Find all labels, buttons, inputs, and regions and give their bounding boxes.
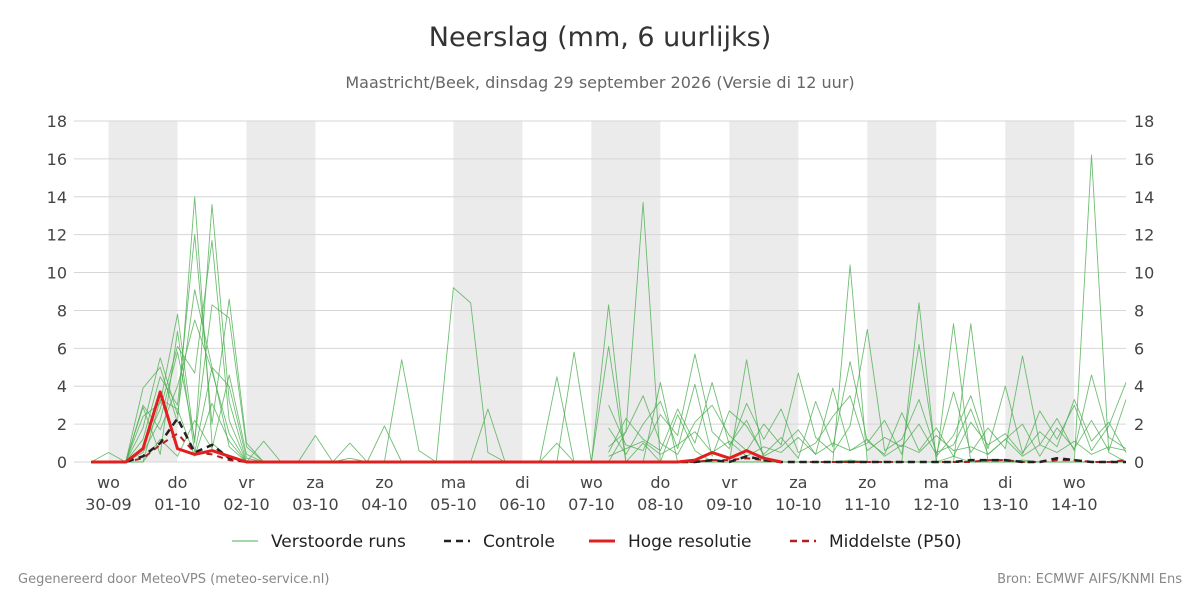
y-tick-label-right: 16 — [1134, 150, 1154, 169]
x-tick-date: 09-10 — [706, 495, 753, 514]
footer-credit: Gegenereerd door MeteoVPS (meteo-service… — [18, 572, 330, 587]
x-tick-day: wo — [97, 473, 120, 492]
day-shade — [1005, 121, 1075, 462]
x-tick-day: zo — [858, 473, 876, 492]
ensemble-member-line — [608, 361, 1127, 459]
y-tick-label-left: 14 — [47, 188, 67, 207]
x-tick-date: 06-10 — [499, 495, 546, 514]
x-tick-date: 11-10 — [844, 495, 891, 514]
day-shade — [246, 121, 316, 462]
x-tick-date: 10-10 — [775, 495, 822, 514]
x-tick-day: zo — [375, 473, 393, 492]
y-tick-label-right: 6 — [1134, 339, 1144, 358]
x-tick-day: vr — [721, 473, 737, 492]
y-tick-label-left: 0 — [57, 453, 67, 472]
x-tick-date: 02-10 — [223, 495, 270, 514]
y-tick-label-right: 2 — [1134, 415, 1144, 434]
y-tick-label-right: 10 — [1134, 264, 1154, 283]
day-shade — [729, 121, 799, 462]
y-tick-label-left: 16 — [47, 150, 67, 169]
chart-subtitle: Maastricht/Beek, dinsdag 29 september 20… — [345, 73, 855, 92]
day-shade — [591, 121, 661, 462]
x-tick-day: ma — [441, 473, 466, 492]
y-tick-label-left: 12 — [47, 226, 67, 245]
x-tick-date: 04-10 — [361, 495, 408, 514]
axes: 0 0 2 2 4 4 6 6 8 8 10 10 12 12 14 14 16 16 18 18 wo 30-09 do 0… — [47, 112, 1155, 514]
x-tick-date: 13-10 — [982, 495, 1029, 514]
x-tick-date: 12-10 — [913, 495, 960, 514]
y-tick-label-right: 14 — [1134, 188, 1154, 207]
y-tick-label-left: 8 — [57, 301, 67, 320]
x-tick-date: 01-10 — [154, 495, 201, 514]
x-tick-date: 14-10 — [1051, 495, 1098, 514]
x-tick-day: wo — [1063, 473, 1086, 492]
y-tick-label-right: 12 — [1134, 226, 1154, 245]
series-line-hoge-resolutie — [91, 390, 782, 464]
legend-label: Verstoorde runs — [271, 532, 406, 552]
x-tick-day: do — [167, 473, 187, 492]
x-tick-date: 30-09 — [85, 495, 132, 514]
x-tick-day: ma — [924, 473, 949, 492]
footer-source: Bron: ECMWF AIFS/KNMI Ens — [997, 572, 1182, 587]
weekday-shading — [108, 121, 1075, 462]
y-tick-label-left: 4 — [57, 377, 67, 396]
y-tick-label-right: 18 — [1134, 112, 1154, 131]
y-tick-label-right: 8 — [1134, 301, 1144, 320]
legend-label: Middelste (P50) — [829, 532, 962, 552]
ensemble-member-line — [608, 431, 1127, 457]
x-tick-day: za — [789, 473, 807, 492]
x-tick-day: di — [998, 473, 1013, 492]
y-tick-label-right: 0 — [1134, 453, 1144, 472]
y-tick-label-left: 18 — [47, 112, 67, 131]
x-tick-day: wo — [580, 473, 603, 492]
day-shade — [453, 121, 523, 462]
x-tick-date: 03-10 — [292, 495, 339, 514]
y-tick-label-left: 2 — [57, 415, 67, 434]
series-lines — [90, 154, 1127, 464]
ensemble-member-line — [608, 344, 1127, 457]
x-tick-day: di — [515, 473, 530, 492]
y-tick-label-left: 6 — [57, 339, 67, 358]
y-tick-label-right: 4 — [1134, 377, 1144, 396]
ensemble-member-line — [608, 328, 1127, 457]
x-tick-date: 05-10 — [430, 495, 477, 514]
x-tick-date: 08-10 — [637, 495, 684, 514]
x-tick-date: 07-10 — [568, 495, 615, 514]
x-tick-day: do — [650, 473, 670, 492]
day-shade — [867, 121, 937, 462]
chart-title: Neerslag (mm, 6 uurlijks) — [428, 22, 772, 53]
x-tick-day: vr — [238, 473, 254, 492]
legend: Verstoorde runs Controle Hoge resolutie Mid… — [232, 532, 962, 552]
y-tick-label-left: 10 — [47, 264, 67, 283]
legend-label: Controle — [483, 532, 555, 552]
legend-label: Hoge resolutie — [628, 532, 752, 552]
x-tick-day: za — [306, 473, 324, 492]
